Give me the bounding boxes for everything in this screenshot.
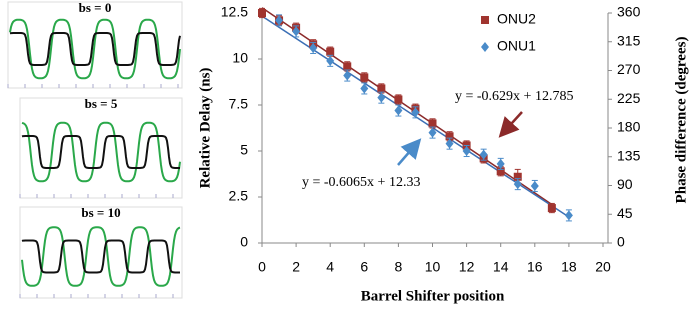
- point: [531, 181, 539, 191]
- point: [377, 93, 385, 103]
- point: [360, 73, 368, 81]
- legend-marker: [481, 16, 489, 24]
- x-tick-label: 18: [561, 259, 577, 275]
- legend-label: ONU2: [497, 11, 536, 27]
- x-tick-label: 8: [395, 259, 403, 275]
- x-tick-label: 4: [326, 259, 334, 275]
- x-tick-label: 6: [360, 259, 368, 275]
- y2-tick-label: 135: [617, 147, 641, 163]
- y-tick-label: 5: [240, 142, 248, 158]
- panel-label: bs = 5: [85, 96, 118, 111]
- point: [548, 204, 556, 212]
- y2-tick-label: 315: [617, 32, 641, 48]
- arrow: [502, 112, 522, 134]
- point: [429, 119, 437, 127]
- panel: [20, 98, 182, 198]
- arrow: [398, 142, 418, 165]
- point: [343, 62, 351, 70]
- x-tick-label: 20: [595, 259, 611, 275]
- x-tick-label: 14: [493, 259, 509, 275]
- point: [258, 9, 266, 17]
- y2-tick-label: 180: [617, 119, 641, 135]
- point: [565, 210, 573, 220]
- figure: bs = 0 bs = 5 bs = 10 0 2.5 5 7.5 10 12.5 0 45 90 13…: [0, 0, 699, 311]
- trendline-equation: y = -0.629x + 12.785: [455, 89, 573, 104]
- point: [377, 84, 385, 92]
- y-tick-label: 10: [232, 50, 248, 66]
- y2-tick-label: 225: [617, 90, 641, 106]
- y-tick-label: 7.5: [229, 96, 249, 112]
- x-tick-label: 0: [258, 259, 266, 275]
- y2-tick-label: 90: [617, 176, 633, 192]
- panel-label: bs = 10: [81, 205, 120, 220]
- legend-marker: [481, 42, 489, 52]
- y-axis-title: Relative Delay (ns): [197, 68, 213, 189]
- trendline-equation: y = -0.6065x + 12.33: [302, 175, 420, 190]
- y-tick-label: 2.5: [229, 188, 249, 204]
- page: {"panels": [{"label": "bs = 0"}, {"label…: [0, 0, 699, 311]
- panel-label: bs = 0: [79, 0, 112, 15]
- y2-tick-label: 270: [617, 61, 641, 77]
- y2-tick-label: 0: [617, 234, 625, 250]
- point: [326, 48, 334, 56]
- y2-axis-title: Phase difference (degrees): [673, 37, 689, 204]
- y2-tick-label: 360: [617, 4, 641, 20]
- point: [343, 71, 351, 81]
- y2-tick-label: 45: [617, 205, 633, 221]
- x-tick-label: 16: [527, 259, 543, 275]
- x-tick-label: 10: [425, 259, 441, 275]
- x-tick-label: 2: [292, 259, 300, 275]
- y-tick-label: 0: [240, 234, 248, 250]
- x-axis-title: Barrel Shifter position: [361, 288, 505, 304]
- legend-label: ONU1: [497, 38, 536, 54]
- point: [394, 95, 402, 103]
- x-tick-label: 12: [459, 259, 475, 275]
- point: [326, 56, 334, 66]
- y-tick-label: 12.5: [221, 4, 248, 20]
